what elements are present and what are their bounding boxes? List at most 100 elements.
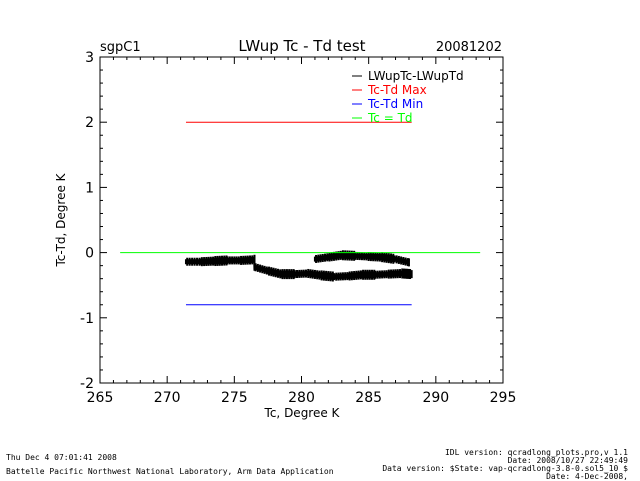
data-point: [270, 267, 273, 277]
data-point: [318, 255, 321, 261]
data-point: [394, 256, 397, 262]
data-point: [194, 259, 197, 265]
data-point: [347, 252, 350, 260]
data-point: [238, 257, 241, 263]
data-point: [399, 257, 402, 263]
data-point: [227, 257, 230, 263]
data-point: [335, 251, 338, 261]
data-point: [378, 252, 381, 262]
data-point: [266, 267, 269, 274]
data-point: [325, 270, 328, 281]
data-point: [236, 257, 239, 263]
data-point: [362, 269, 365, 280]
data-point: [343, 273, 346, 279]
data-point: [237, 256, 240, 265]
data-point: [231, 256, 234, 265]
data-point: [371, 269, 374, 280]
data-point: [400, 256, 403, 265]
data-point: [347, 273, 350, 280]
data-point: [208, 258, 211, 265]
data-point: [317, 254, 320, 263]
footer-lab: Battelle Pacific Northwest National Labo…: [6, 467, 334, 476]
data-point: [316, 270, 319, 280]
data-point: [264, 267, 267, 273]
data-point: [354, 251, 357, 260]
data-point: [311, 269, 314, 279]
data-point: [288, 269, 291, 280]
data-point: [279, 269, 282, 279]
data-point: [327, 254, 330, 261]
data-point: [292, 269, 295, 280]
data-point: [328, 272, 331, 280]
data-point: [375, 272, 378, 278]
data-point: [319, 272, 322, 279]
data-point: [341, 250, 344, 261]
data-point: [363, 271, 366, 279]
data-point: [257, 265, 260, 271]
data-point: [294, 271, 297, 277]
data-point: [312, 271, 315, 278]
data-point: [253, 264, 256, 270]
data-point: [335, 272, 338, 281]
data-point: [291, 270, 294, 278]
data-point: [259, 264, 262, 273]
x-tick-label: 270: [154, 390, 181, 406]
data-point: [385, 252, 388, 263]
data-point: [218, 255, 221, 266]
data-point: [219, 257, 222, 265]
data-point: [358, 271, 361, 278]
data-point: [272, 267, 275, 277]
data-point: [349, 252, 352, 260]
data-point: [234, 257, 237, 263]
data-point: [282, 270, 285, 278]
data-point: [313, 256, 316, 262]
data-point: [367, 252, 370, 262]
data-point: [357, 270, 360, 280]
data-point: [329, 253, 332, 260]
data-point: [199, 258, 202, 265]
data-point: [251, 255, 254, 265]
data-point: [330, 272, 333, 280]
data-point: [207, 256, 210, 266]
x-tick-label: 275: [221, 390, 248, 406]
data-point: [339, 250, 342, 260]
data-point: [382, 271, 385, 277]
data-point: [366, 269, 369, 280]
data-point: [355, 270, 358, 280]
data-point: [302, 269, 305, 278]
data-point: [229, 257, 232, 263]
data-point: [382, 253, 385, 261]
data-point: [406, 258, 409, 267]
data-point: [309, 269, 312, 279]
data-point: [203, 257, 206, 267]
data-point: [401, 258, 404, 264]
data-point: [344, 250, 347, 261]
data-point: [225, 255, 228, 266]
data-point: [250, 256, 253, 263]
data-point: [243, 257, 246, 264]
data-point: [321, 253, 324, 262]
data-point: [355, 253, 358, 259]
data-point: [393, 255, 396, 263]
data-point: [410, 270, 413, 279]
data-point: [346, 250, 349, 261]
data-point: [404, 257, 407, 266]
x-tick-label: 285: [355, 390, 382, 406]
data-point: [315, 271, 318, 278]
data-point: [350, 271, 353, 281]
data-point: [226, 256, 229, 265]
data-point: [385, 270, 388, 279]
data-point: [391, 270, 394, 277]
data-point: [188, 257, 191, 266]
data-point: [359, 270, 362, 280]
data-point: [324, 272, 327, 280]
data-point: [340, 251, 343, 259]
data-point: [240, 255, 243, 265]
data-point: [224, 257, 227, 265]
data-point: [366, 253, 369, 259]
data-point: [252, 256, 255, 263]
data-point: [377, 254, 380, 261]
data-point: [360, 252, 363, 261]
data-point: [372, 271, 375, 279]
data-point: [374, 270, 377, 279]
